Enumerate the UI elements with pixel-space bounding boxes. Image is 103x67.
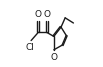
Text: Cl: Cl (25, 43, 34, 52)
Text: O: O (43, 10, 50, 19)
Text: O: O (51, 53, 58, 62)
Text: O: O (35, 10, 42, 19)
